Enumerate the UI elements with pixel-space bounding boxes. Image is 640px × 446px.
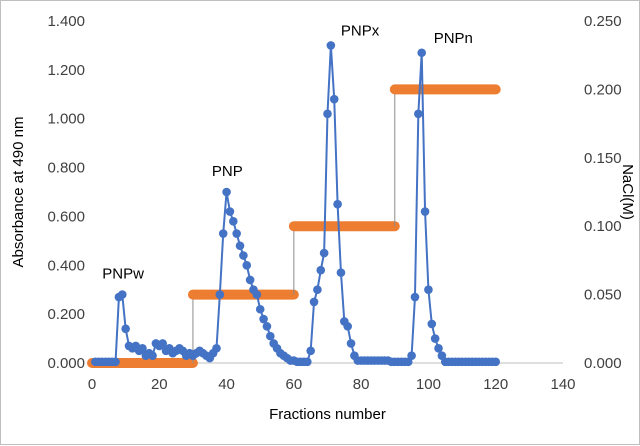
x-tick-label: 140 [550, 376, 575, 393]
absorbance-point [434, 344, 443, 353]
absorbance-point [138, 344, 147, 353]
y2-tick-label: 0.050 [584, 287, 622, 304]
absorbance-point [235, 241, 245, 251]
absorbance-point [255, 304, 265, 314]
absorbance-point [158, 339, 167, 348]
absorbance-point [309, 297, 319, 307]
y-tick-label: 1.200 [47, 62, 85, 79]
absorbance-point [313, 285, 322, 295]
absorbance-point [410, 292, 420, 302]
absorbance-point [407, 351, 416, 360]
absorbance-point [303, 357, 312, 367]
x-tick-label: 80 [353, 376, 370, 393]
absorbance-point [266, 331, 275, 341]
y2-tick-label: 0.250 [584, 13, 622, 30]
absorbance-point [111, 357, 120, 367]
absorbance-point [229, 217, 238, 226]
absorbance-point [239, 251, 248, 260]
absorbance-point [326, 41, 336, 50]
absorbance-point [491, 357, 501, 367]
absorbance-point [121, 324, 130, 334]
x-tick-label: 60 [286, 376, 303, 393]
absorbance-point [323, 109, 332, 119]
absorbance-point [427, 319, 437, 329]
absorbance-point [336, 268, 346, 277]
absorbance-point [117, 290, 127, 299]
absorbance-point [212, 344, 221, 353]
absorbance-point [225, 207, 235, 216]
absorbance-point [259, 314, 268, 324]
absorbance-point [316, 265, 326, 275]
absorbance-point [232, 229, 241, 238]
absorbance-point [242, 260, 252, 270]
y-axis-title: Absorbance at 490 nm [10, 117, 27, 268]
y2-tick-label: 0.100 [584, 218, 622, 235]
absorbance-point [218, 229, 228, 238]
y2-axis-title: NaCl(M) [619, 164, 636, 220]
x-tick-label: 40 [218, 376, 235, 393]
absorbance-point [245, 275, 255, 285]
absorbance-point [262, 322, 272, 331]
absorbance-point [346, 339, 356, 348]
absorbance-point [252, 290, 262, 299]
peak-label: PNP [212, 163, 243, 180]
absorbance-point [420, 207, 430, 216]
x-tick-label: 100 [416, 376, 441, 393]
absorbance-point [424, 285, 433, 295]
y-tick-label: 0.800 [47, 160, 85, 177]
y2-tick-label: 0.150 [584, 150, 622, 167]
y-tick-label: 1.400 [47, 13, 85, 30]
y-tick-label: 0.600 [47, 208, 85, 225]
absorbance-point [329, 94, 339, 104]
peak-label: PNPn [434, 30, 473, 47]
y2-tick-label: 0.200 [584, 81, 622, 98]
absorbance-point [417, 48, 427, 58]
absorbance-point [222, 187, 231, 197]
absorbance-point [414, 109, 423, 119]
y2-tick-label: 0.000 [584, 355, 622, 372]
absorbance-point [215, 290, 225, 299]
absorbance-point [306, 346, 315, 356]
absorbance-point [319, 248, 329, 258]
y-tick-label: 0.000 [47, 355, 85, 372]
peak-label: PNPw [102, 266, 144, 283]
peak-label: PNPx [341, 22, 380, 39]
absorbance-point [343, 322, 352, 331]
y-tick-label: 0.400 [47, 257, 85, 274]
x-tick-label: 120 [483, 376, 508, 393]
x-axis-title: Fractions number [269, 406, 386, 423]
absorbance-point [148, 351, 157, 360]
absorbance-point [333, 199, 342, 209]
y-tick-label: 0.200 [47, 306, 85, 323]
x-tick-label: 0 [88, 376, 96, 393]
y-tick-label: 1.000 [47, 111, 85, 128]
x-tick-label: 20 [151, 376, 168, 393]
absorbance-point [430, 334, 440, 343]
